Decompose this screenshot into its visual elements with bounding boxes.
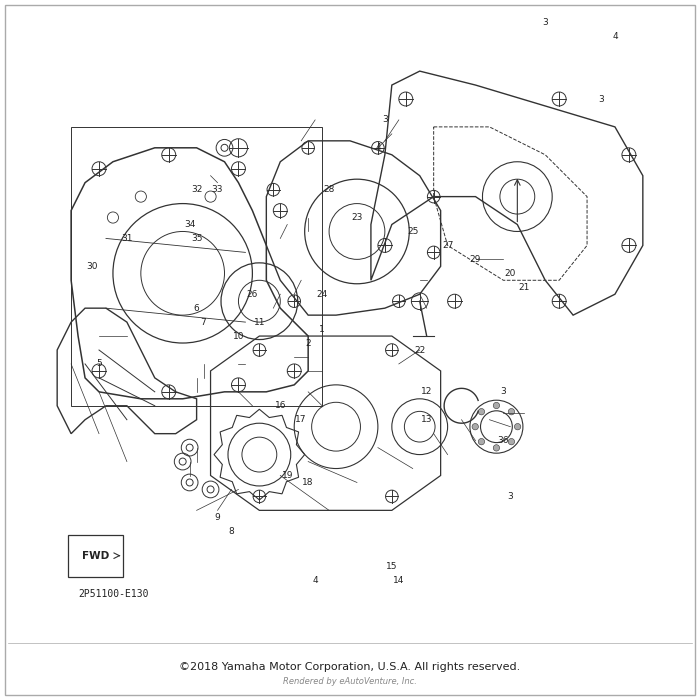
Text: 30: 30 [86, 262, 98, 271]
Text: 4: 4 [612, 32, 618, 41]
Text: 31: 31 [121, 234, 132, 243]
Text: 13: 13 [421, 415, 433, 424]
Text: 18: 18 [302, 478, 314, 487]
Text: 36: 36 [498, 436, 509, 445]
Text: 5: 5 [96, 359, 102, 368]
Text: 29: 29 [470, 255, 481, 264]
Circle shape [508, 409, 514, 415]
Text: 14: 14 [393, 575, 405, 584]
Text: 21: 21 [519, 283, 530, 292]
Text: 3: 3 [382, 116, 388, 125]
Text: 3: 3 [598, 94, 604, 104]
Text: 19: 19 [281, 471, 293, 480]
Text: 15: 15 [386, 561, 398, 570]
Circle shape [494, 444, 500, 451]
Text: 32: 32 [191, 185, 202, 194]
Text: 3: 3 [542, 18, 548, 27]
Circle shape [494, 402, 500, 409]
Text: 22: 22 [414, 346, 426, 354]
Text: 12: 12 [421, 387, 433, 396]
Circle shape [478, 409, 484, 415]
Text: 20: 20 [505, 269, 516, 278]
Text: 33: 33 [212, 185, 223, 194]
Text: 25: 25 [407, 227, 419, 236]
Text: 2P51100-E130: 2P51100-E130 [78, 589, 148, 599]
Text: 34: 34 [184, 220, 195, 229]
Text: 4: 4 [375, 144, 381, 153]
Text: 26: 26 [246, 290, 258, 299]
Text: ©2018 Yamaha Motor Corporation, U.S.A. All rights reserved.: ©2018 Yamaha Motor Corporation, U.S.A. A… [179, 662, 521, 672]
Text: 9: 9 [215, 513, 220, 522]
Text: 35: 35 [191, 234, 202, 243]
Text: 8: 8 [229, 527, 234, 536]
Text: 24: 24 [316, 290, 328, 299]
Circle shape [514, 424, 521, 430]
Text: 16: 16 [274, 401, 286, 410]
Text: 27: 27 [442, 241, 454, 250]
Text: Rendered by eAutoVenture, Inc.: Rendered by eAutoVenture, Inc. [283, 677, 417, 686]
Text: 2: 2 [305, 339, 311, 347]
Text: 6: 6 [194, 304, 199, 313]
Text: 1: 1 [319, 325, 325, 334]
Text: 7: 7 [201, 318, 206, 327]
Text: 4: 4 [312, 575, 318, 584]
Circle shape [472, 424, 478, 430]
Circle shape [478, 438, 484, 445]
Text: 3: 3 [500, 387, 506, 396]
Text: 23: 23 [351, 213, 363, 222]
Text: 3: 3 [508, 492, 513, 501]
Circle shape [508, 438, 514, 445]
Text: 28: 28 [323, 185, 335, 194]
Text: 17: 17 [295, 415, 307, 424]
Text: 10: 10 [232, 332, 244, 341]
Text: FWD: FWD [82, 551, 109, 561]
Text: 11: 11 [253, 318, 265, 327]
